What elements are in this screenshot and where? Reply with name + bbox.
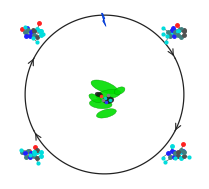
- Ellipse shape: [89, 99, 112, 109]
- Ellipse shape: [97, 109, 116, 118]
- Polygon shape: [102, 13, 106, 26]
- Ellipse shape: [89, 94, 101, 103]
- Ellipse shape: [96, 89, 121, 100]
- Ellipse shape: [91, 80, 118, 94]
- Ellipse shape: [95, 92, 103, 97]
- Ellipse shape: [114, 87, 125, 94]
- Ellipse shape: [103, 97, 114, 104]
